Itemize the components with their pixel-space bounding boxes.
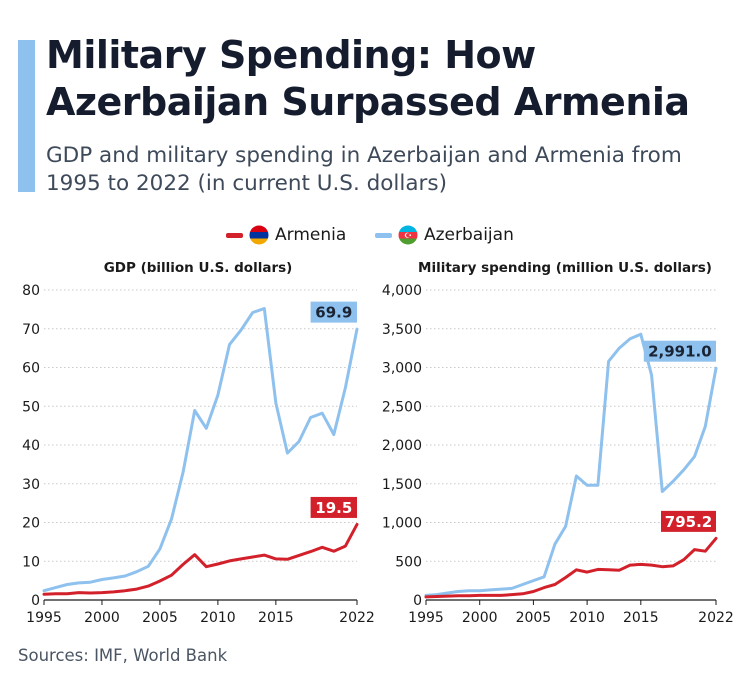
legend-swatch-azerbaijan <box>375 232 392 238</box>
page-title: Military Spending: How Azerbaijan Surpas… <box>46 33 690 124</box>
y-tick-label-military-0: 0 <box>413 593 422 609</box>
series-line-gdp-armenia <box>42 522 359 596</box>
azerbaijan-flag-icon <box>398 225 418 245</box>
series-line-military-azerbaijan <box>424 332 718 597</box>
y-tick-label-gdp-1: 10 <box>22 554 40 570</box>
source-note: Sources: IMF, World Bank <box>18 646 228 665</box>
y-tick-label-gdp-5: 50 <box>22 399 40 415</box>
y-tick-label-military-3: 1,500 <box>382 477 422 493</box>
legend-item-armenia: Armenia <box>226 222 346 248</box>
series-line-military-armenia <box>424 536 718 599</box>
y-tick-label-gdp-0: 0 <box>31 593 40 609</box>
y-tick-label-gdp-3: 30 <box>22 477 40 493</box>
x-tick-label-gdp-1: 2000 <box>84 610 120 626</box>
armenia-flag-icon <box>249 225 269 245</box>
x-tick-label-gdp-4: 2015 <box>258 610 294 626</box>
y-tick-label-military-4: 2,000 <box>382 438 422 454</box>
end-label-box-military-armenia <box>661 510 716 532</box>
end-label-military-armenia: 795.2 <box>665 513 712 531</box>
y-tick-label-military-7: 3,500 <box>382 322 422 338</box>
end-label-box-gdp-armenia <box>310 496 357 518</box>
legend-item-azerbaijan: Azerbaijan <box>375 222 514 248</box>
x-tick-label-gdp-3: 2010 <box>200 610 236 626</box>
y-tick-label-gdp-4: 40 <box>22 438 40 454</box>
page-subtitle: GDP and military spending in Azerbaijan … <box>46 143 682 196</box>
x-tick-label-military-0: 1995 <box>408 610 444 626</box>
x-tick-label-gdp-0: 1995 <box>26 610 62 626</box>
legend-label-armenia: Armenia <box>275 225 347 245</box>
y-tick-label-military-5: 2,500 <box>382 399 422 415</box>
y-tick-label-military-6: 3,000 <box>382 361 422 377</box>
x-tick-label-military-4: 2015 <box>623 610 659 626</box>
end-label-gdp-azerbaijan: 69.9 <box>315 304 352 322</box>
x-tick-label-military-1: 2000 <box>462 610 498 626</box>
accent-bar <box>18 40 35 192</box>
x-tick-label-military-5: 2022 <box>698 610 734 626</box>
y-tick-label-gdp-7: 70 <box>22 322 40 338</box>
y-tick-label-military-2: 1,000 <box>382 516 422 532</box>
x-tick-label-gdp-2: 2005 <box>142 610 178 626</box>
end-label-box-gdp-azerbaijan <box>310 301 357 323</box>
x-tick-label-gdp-5: 2022 <box>339 610 375 626</box>
legend: Armenia Azerbaijan <box>0 222 744 248</box>
series-line-gdp-azerbaijan <box>42 307 359 593</box>
y-tick-label-military-1: 500 <box>395 554 422 570</box>
end-label-gdp-armenia: 19.5 <box>315 499 352 517</box>
end-label-box-military-azerbaijan <box>643 340 716 362</box>
x-tick-label-military-3: 2010 <box>569 610 605 626</box>
legend-swatch-armenia <box>226 232 243 238</box>
chart-title-gdp: GDP (billion U.S. dollars) <box>104 260 293 276</box>
chart-title-military: Military spending (million U.S. dollars) <box>418 260 712 276</box>
y-tick-label-military-8: 4,000 <box>382 283 422 299</box>
y-tick-label-gdp-8: 80 <box>22 283 40 299</box>
y-tick-label-gdp-2: 20 <box>22 516 40 532</box>
x-tick-label-military-2: 2005 <box>516 610 552 626</box>
charts-area: GDP (billion U.S. dollars) 0 10 20 30 40 50 60 7… <box>22 260 734 626</box>
legend-label-azerbaijan: Azerbaijan <box>424 225 514 245</box>
y-tick-label-gdp-6: 60 <box>22 361 40 377</box>
end-label-military-azerbaijan: 2,991.0 <box>648 343 712 361</box>
